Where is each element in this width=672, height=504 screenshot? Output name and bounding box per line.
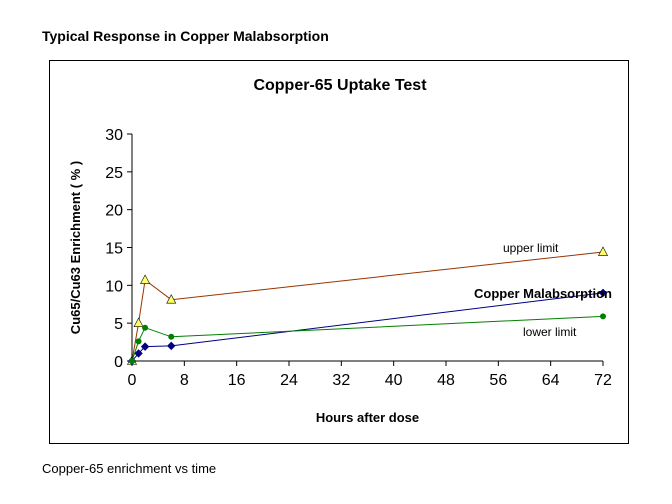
y-tick-label: 15	[105, 241, 123, 258]
y-tick-label: 30	[105, 127, 123, 144]
chart-svg: Copper-65 Uptake Test 0 5 10 15 20 25 30 0 8 16 24 3…	[68, 77, 612, 425]
series-label-copper-malabsorption: Copper Malabsorption	[474, 286, 612, 301]
data-point-lower	[600, 313, 606, 320]
data-point-lower	[129, 358, 135, 364]
data-point-upper	[598, 246, 608, 256]
y-tick-label: 0	[114, 354, 123, 371]
data-point-malabsorption	[140, 342, 150, 351]
x-axis-title: Hours after dose	[316, 410, 419, 425]
data-point-malabsorption	[598, 288, 608, 298]
chart-frame: Copper-65 Uptake Test 0 5 10 15 20 25 30 0 8 16 24 3…	[49, 60, 629, 444]
series-label-upper-limit: upper limit	[503, 241, 559, 255]
data-point-lower	[135, 338, 142, 345]
series-label-lower-limit: lower limit	[523, 325, 577, 339]
data-point-upper	[140, 274, 151, 284]
y-tick-label: 25	[105, 165, 123, 182]
x-tick-label: 64	[542, 372, 560, 389]
x-tick-label: 8	[180, 372, 189, 389]
chart-title: Copper-65 Uptake Test	[253, 77, 427, 94]
page-title: Typical Response in Copper Malabsorption	[42, 28, 329, 44]
x-tick-label: 40	[385, 372, 403, 389]
x-tick-label: 48	[437, 372, 455, 389]
x-tick-label: 24	[280, 372, 298, 389]
data-point-lower	[142, 324, 149, 331]
data-point-malabsorption	[134, 349, 143, 358]
y-axis-title: Cu65/Cu63 Enrichment ( % )	[68, 161, 83, 334]
x-tick-label: 72	[594, 372, 612, 389]
x-tick-label: 16	[228, 372, 246, 389]
chart-caption: Copper-65 enrichment vs time	[42, 461, 217, 476]
x-tick-label: 0	[128, 372, 137, 389]
data-point-upper	[166, 294, 177, 304]
x-tick-label: 56	[489, 372, 507, 389]
y-tick-label: 5	[114, 316, 123, 333]
x-tick-label: 32	[332, 372, 350, 389]
y-tick-label: 10	[105, 278, 123, 295]
data-point-malabsorption	[167, 341, 176, 351]
series-line-0	[131, 251, 604, 362]
data-point-lower	[168, 333, 175, 340]
y-tick-label: 20	[105, 203, 123, 220]
data-point-upper	[133, 317, 144, 327]
